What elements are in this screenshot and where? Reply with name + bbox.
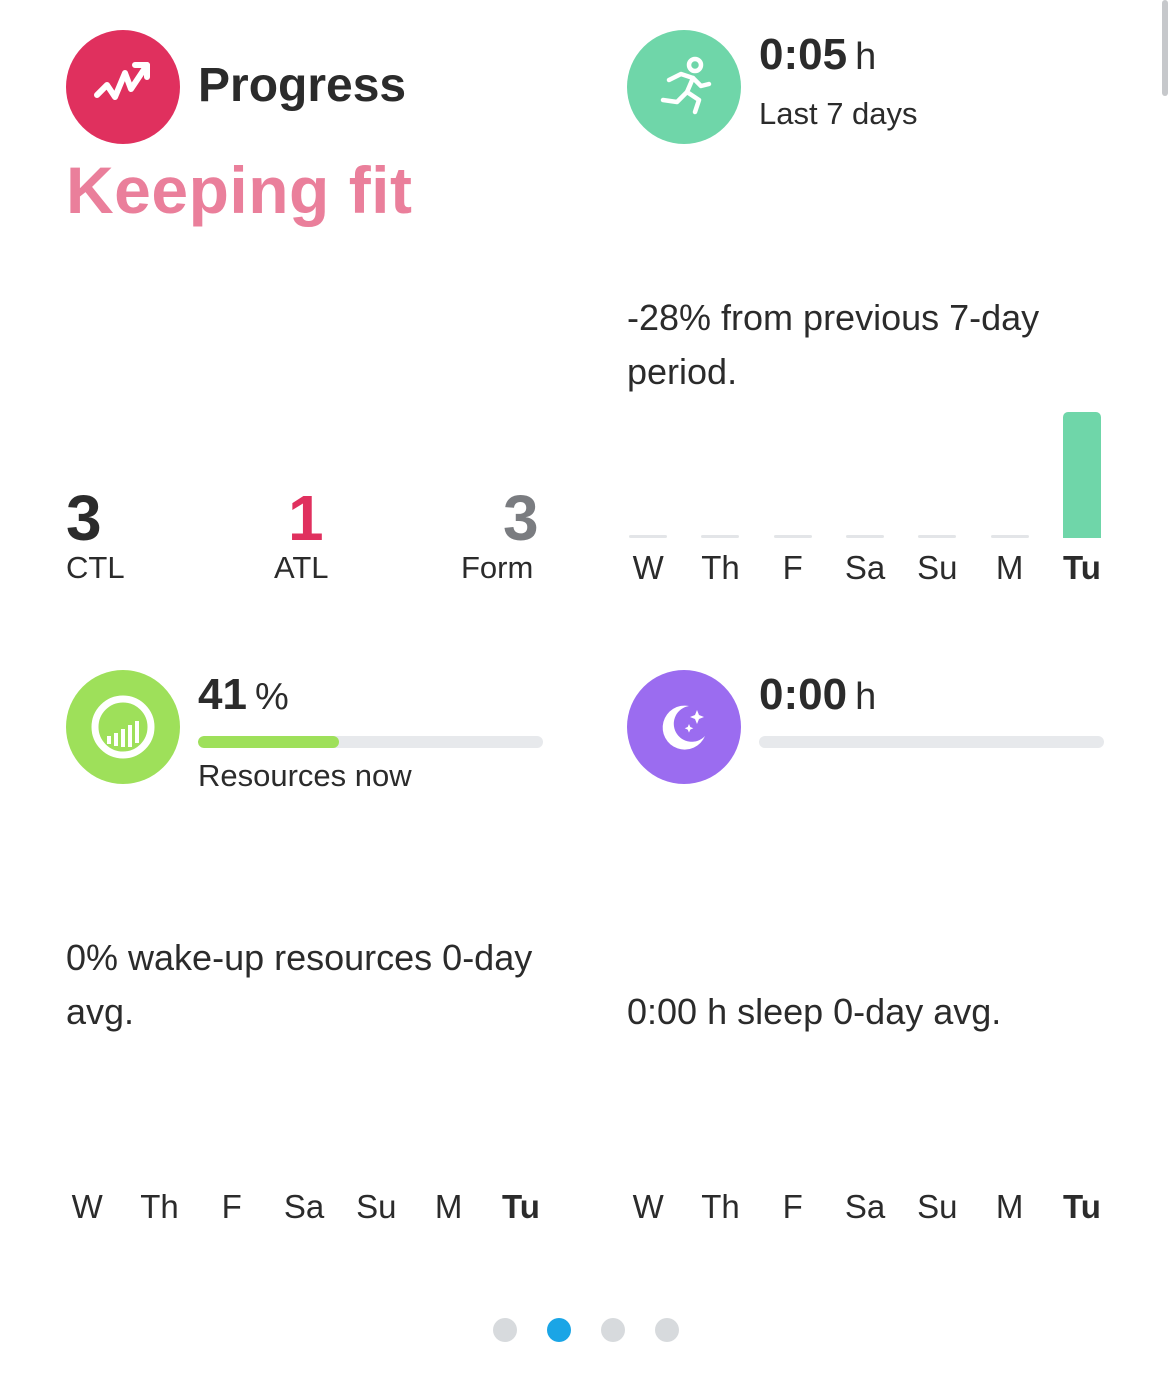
activity-bar-empty-m xyxy=(990,535,1029,538)
activity-description: -28% from previous 7-day period. xyxy=(627,297,1040,392)
moon-stars-icon xyxy=(662,705,705,750)
resources-description: 0% wake-up resources 0-day avg. xyxy=(66,937,533,1032)
activity-bar-slot xyxy=(829,410,901,538)
activity-bar-slot xyxy=(973,410,1045,538)
resources-unit: % xyxy=(254,676,289,718)
activity-bar-slot xyxy=(612,410,684,538)
day-label-w: W xyxy=(632,549,664,586)
page-dot-1[interactable] xyxy=(493,1318,517,1342)
sleep-day-labels: W Th F Sa Su M Tu xyxy=(612,1188,1118,1226)
activity-bar-slot xyxy=(757,410,829,538)
resources-progress-fill xyxy=(198,736,340,748)
day-label-th: Th xyxy=(701,549,740,586)
day-label-sa: Sa xyxy=(283,1188,325,1225)
resources-gauge-icon xyxy=(91,695,155,759)
day-label-tu: Tu xyxy=(1062,549,1101,586)
day-label-sa: Sa xyxy=(844,549,886,586)
sleep-icon-circle xyxy=(627,670,741,784)
activity-bar-slot xyxy=(1046,410,1118,538)
activity-duration: 0:05 h xyxy=(759,30,876,80)
resources-percent: 41% xyxy=(198,670,289,720)
form-label: Form xyxy=(461,550,534,585)
resources-caption: Resources now xyxy=(198,758,412,793)
activity-bar-empty-su xyxy=(918,535,957,538)
sleep-progress-bar xyxy=(759,736,1104,748)
activity-day-labels: W Th F Sa Su M Tu xyxy=(612,549,1118,587)
day-label-f: F xyxy=(782,549,803,586)
sleep-description: 0:00 h sleep 0-day avg. xyxy=(627,991,1002,1032)
day-label-su: Su xyxy=(356,1188,397,1225)
activity-period-label: Last 7 days xyxy=(759,96,918,131)
sleep-value: 0:00 xyxy=(759,670,848,719)
day-label-m: M xyxy=(995,1188,1024,1225)
resources-value: 41 xyxy=(198,670,247,719)
activity-icon-circle xyxy=(627,30,741,144)
activity-bar-empty-sa xyxy=(846,535,885,538)
day-label-w: W xyxy=(632,1188,664,1225)
atl-label: ATL xyxy=(274,550,329,585)
activity-bar-empty-th xyxy=(701,535,740,538)
activity-bar-empty-w xyxy=(629,535,668,538)
activity-bar-slot xyxy=(901,410,973,538)
trend-up-icon xyxy=(94,62,150,100)
page-indicator[interactable] xyxy=(493,1318,679,1342)
activity-bar-slot xyxy=(684,410,756,538)
day-label-m: M xyxy=(995,549,1024,586)
progress-icon-circle xyxy=(66,30,180,144)
activity-value: 0:05 xyxy=(759,30,848,79)
day-label-m: M xyxy=(434,1188,463,1225)
atl-value: 1 xyxy=(288,482,324,554)
day-label-w: W xyxy=(71,1188,103,1225)
day-label-th: Th xyxy=(701,1188,740,1225)
activity-unit: h xyxy=(855,36,877,78)
day-label-th: Th xyxy=(140,1188,179,1225)
activity-bar-tu xyxy=(1062,412,1101,538)
day-label-f: F xyxy=(782,1188,803,1225)
page-dot-4[interactable] xyxy=(655,1318,679,1342)
progress-title: Progress xyxy=(198,59,407,112)
day-label-tu: Tu xyxy=(1062,1188,1101,1225)
day-label-su: Su xyxy=(917,549,958,586)
form-value: 3 xyxy=(503,482,539,554)
ctl-label: CTL xyxy=(66,550,125,585)
sleep-unit: h xyxy=(855,676,877,718)
ctl-value: 3 xyxy=(66,482,102,554)
progress-status: Keeping fit xyxy=(66,153,413,227)
day-label-sa: Sa xyxy=(844,1188,886,1225)
page-dot-2[interactable] xyxy=(547,1318,571,1342)
day-label-tu: Tu xyxy=(501,1188,540,1225)
resources-icon-circle xyxy=(66,670,180,784)
day-label-su: Su xyxy=(917,1188,958,1225)
day-label-f: F xyxy=(221,1188,242,1225)
resources-day-labels: W Th F Sa Su M Tu xyxy=(51,1188,557,1226)
activity-bar-empty-f xyxy=(773,535,812,538)
activity-bar-chart xyxy=(612,410,1118,538)
running-person-icon xyxy=(660,56,712,115)
resources-progress-bar xyxy=(198,736,543,748)
page-dot-3[interactable] xyxy=(601,1318,625,1342)
scrollbar[interactable] xyxy=(1162,0,1168,96)
sleep-duration: 0:00 h xyxy=(759,670,876,720)
